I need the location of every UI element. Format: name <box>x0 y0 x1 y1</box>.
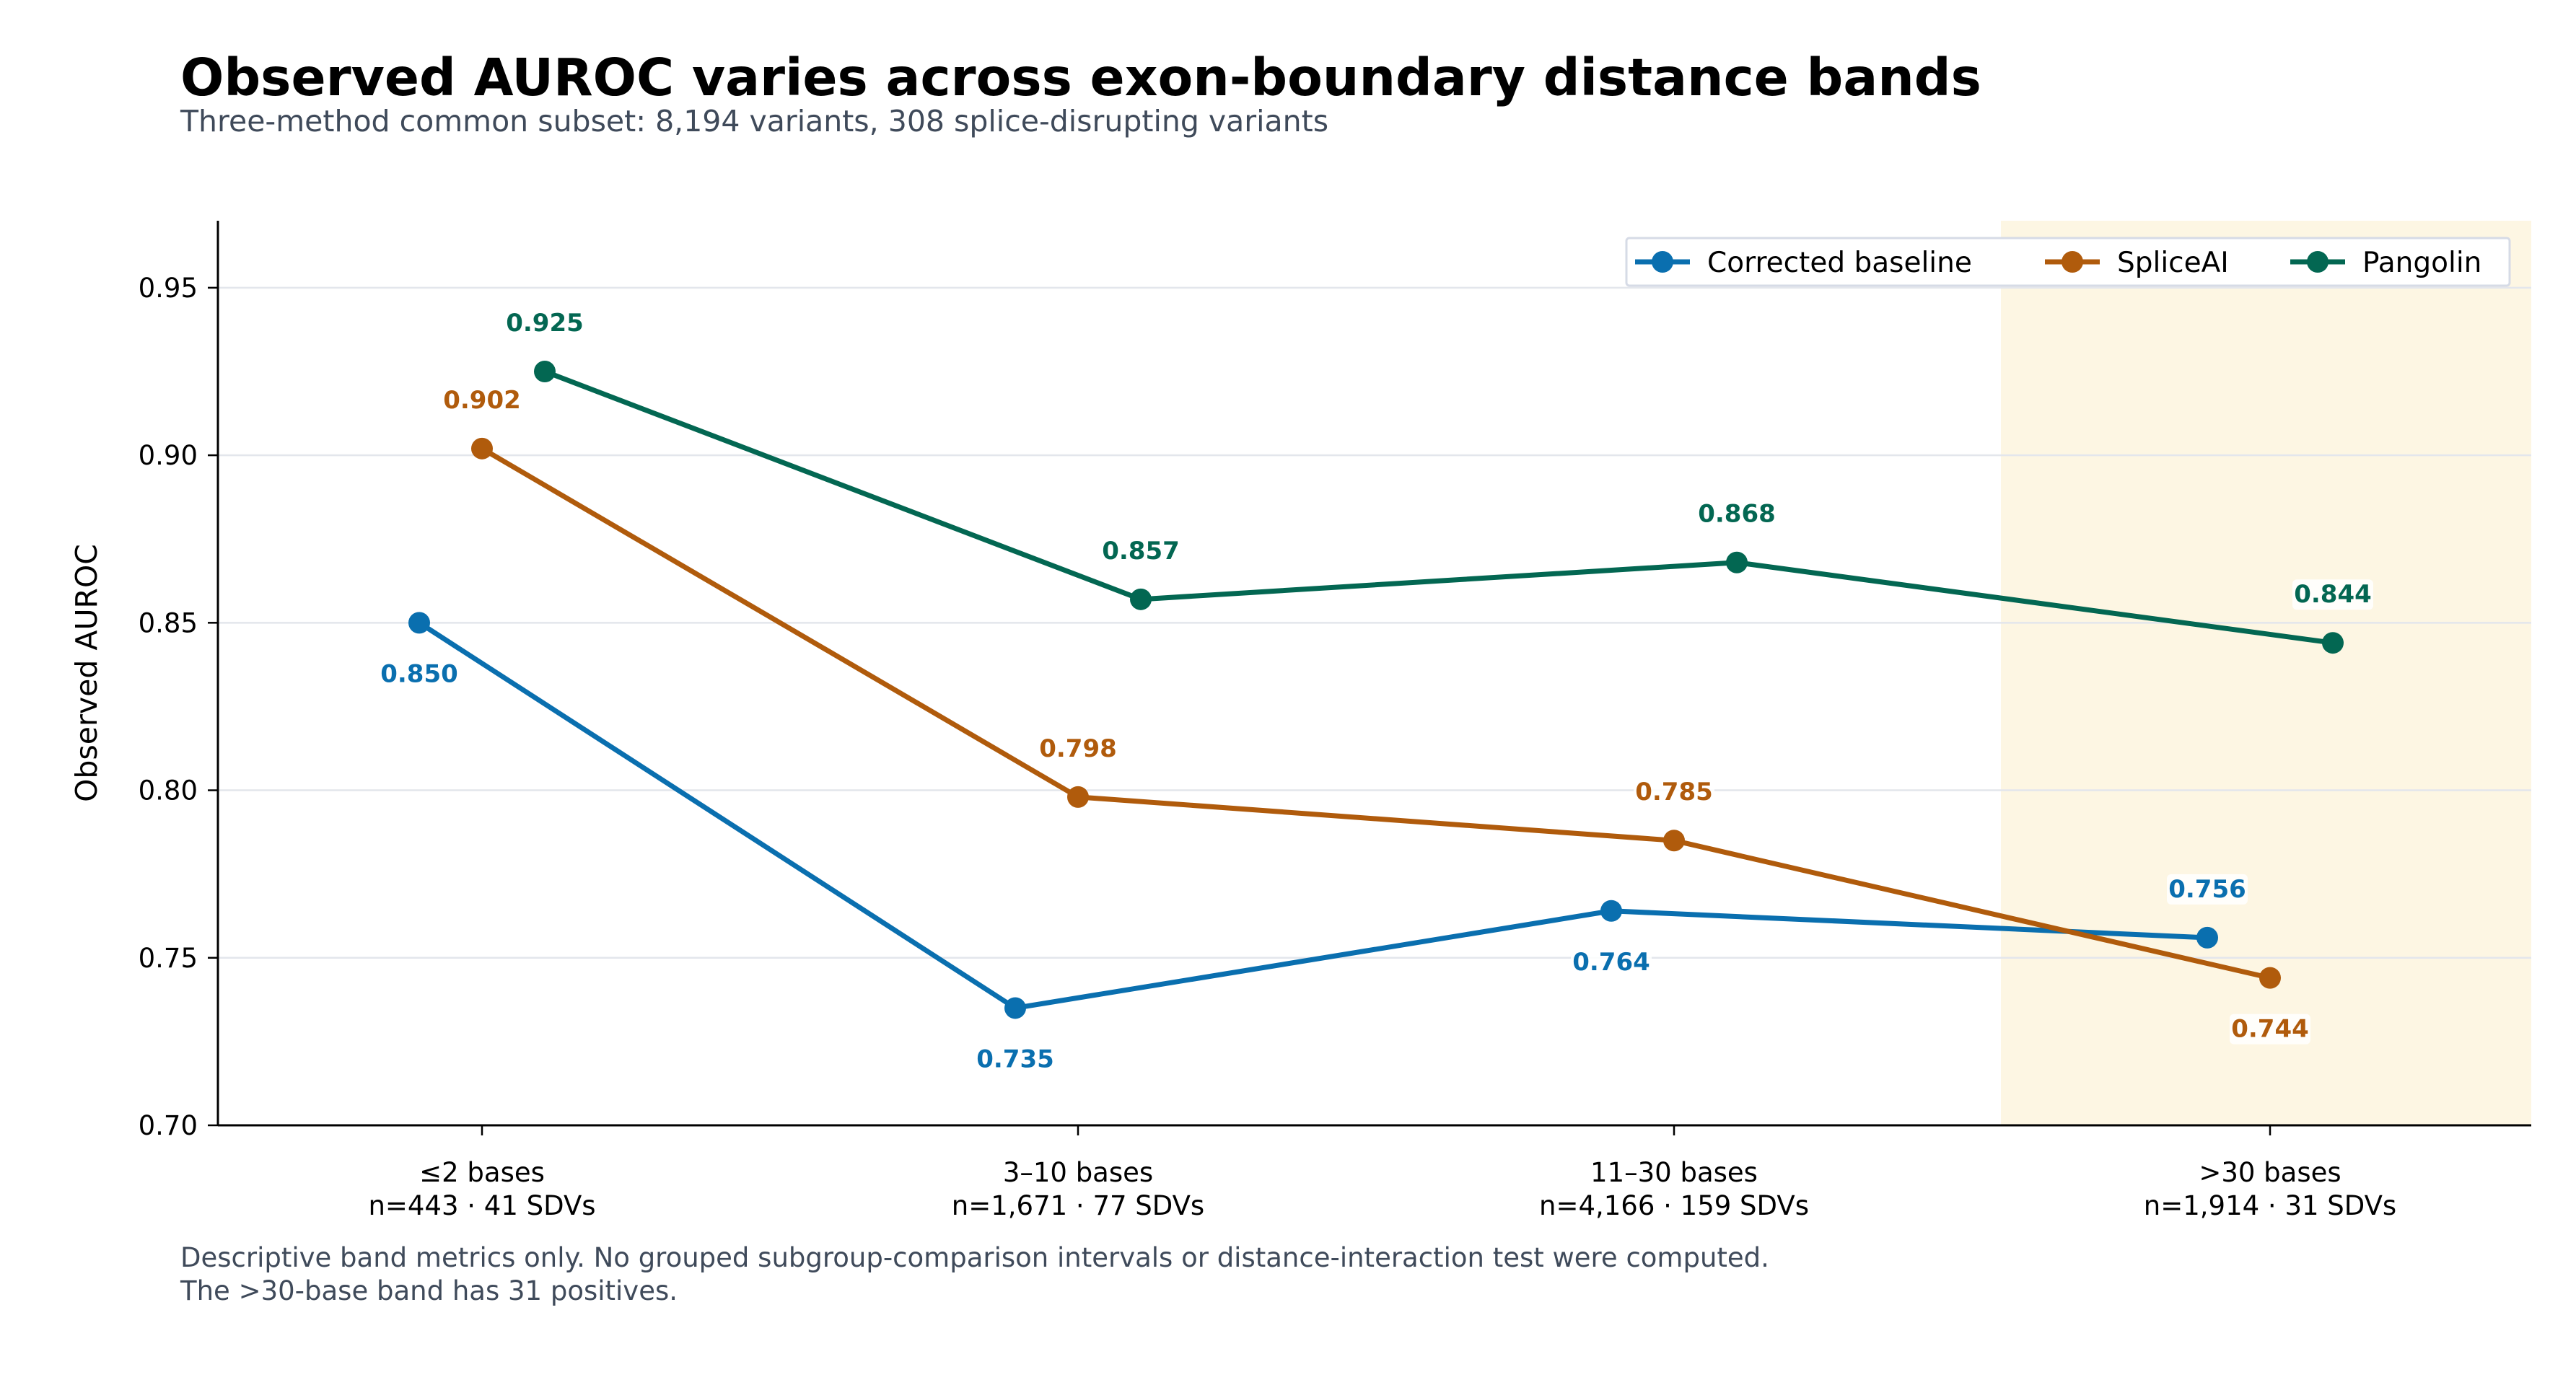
data-point <box>1067 786 1089 808</box>
data-label: 0.785 <box>1635 778 1713 806</box>
data-label: 0.868 <box>1698 500 1776 529</box>
legend-label: Pangolin <box>2362 247 2481 279</box>
data-label: 0.925 <box>506 309 584 338</box>
legend-entry-spliceai: SpliceAI <box>2045 247 2229 279</box>
highlight-band <box>2001 221 2531 1125</box>
x-tick-sublabel: n=1,671 · 77 SDVs <box>952 1190 1204 1221</box>
x-tick-label: 3–10 bases <box>1003 1157 1153 1188</box>
legend-entry-corrected-baseline: Corrected baseline <box>1635 247 1972 279</box>
legend-label: SpliceAI <box>2117 247 2229 279</box>
data-point <box>1130 588 1152 610</box>
data-label: 0.857 <box>1102 537 1180 566</box>
data-label: 0.764 <box>1572 948 1650 977</box>
data-label: 0.798 <box>1039 734 1117 763</box>
y-tick-label: 0.80 <box>139 775 198 806</box>
data-point <box>471 437 493 460</box>
x-tick-label: >30 bases <box>2199 1157 2341 1188</box>
data-label-background <box>1634 777 1714 808</box>
data-point <box>534 361 556 382</box>
data-label: 0.902 <box>443 386 521 415</box>
data-label-background <box>1038 733 1118 764</box>
series-pangolin: 0.925 0.857 0.868 0.844 <box>504 308 2373 654</box>
y-tick-label: 0.95 <box>139 273 198 304</box>
x-tick-sublabel: n=1,914 · 31 SDVs <box>2144 1190 2396 1221</box>
chart-title: Observed AUROC varies across exon-bounda… <box>180 48 1981 107</box>
data-label-background <box>379 659 460 690</box>
data-label-background <box>1696 498 1777 529</box>
legend-marker <box>2062 251 2083 273</box>
x-tick-sublabel: n=443 · 41 SDVs <box>368 1190 595 1221</box>
y-axis-title: Observed AUROC <box>69 544 104 802</box>
y-tick-label: 0.75 <box>139 943 198 974</box>
footnote-line-2: The >30-base band has 31 positives. <box>180 1275 678 1306</box>
data-point <box>1663 830 1685 852</box>
data-point <box>408 612 430 634</box>
data-label: 0.844 <box>2294 580 2372 609</box>
legend-marker <box>1652 251 1673 273</box>
data-label-background <box>975 1044 1056 1075</box>
data-point <box>1004 997 1026 1019</box>
y-tick-label: 0.70 <box>139 1110 198 1141</box>
data-label-background <box>2292 579 2373 610</box>
data-label-background <box>1571 946 1652 977</box>
plot-area: 0.70 0.75 0.80 0.85 0.90 0.95 Observed AUROC ≤2… <box>69 221 2531 1221</box>
data-point <box>1600 900 1622 922</box>
data-label: 0.850 <box>380 659 458 688</box>
footnote-line-1: Descriptive band metrics only. No groupe… <box>180 1242 1769 1273</box>
series-line <box>543 369 2334 646</box>
data-label: 0.744 <box>2231 1015 2309 1044</box>
legend: Corrected baseline SpliceAI Pangolin <box>1625 237 2511 287</box>
legend-entry-pangolin: Pangolin <box>2290 247 2481 279</box>
data-point <box>2196 926 2218 949</box>
legend-label: Corrected baseline <box>1707 247 1972 279</box>
data-label-background <box>442 384 522 416</box>
legend-marker <box>2307 251 2329 273</box>
x-tick-label: ≤2 bases <box>419 1157 545 1188</box>
data-label: 0.756 <box>2168 875 2246 904</box>
data-point <box>1726 551 1748 573</box>
data-label-background <box>2167 874 2248 905</box>
data-label-background <box>2230 1014 2310 1045</box>
data-label-background <box>1100 535 1181 566</box>
series-line <box>418 620 2208 1011</box>
y-tick-label: 0.85 <box>139 607 198 638</box>
series-line <box>481 446 2271 981</box>
data-label-background <box>504 308 585 338</box>
data-point <box>2259 967 2281 989</box>
data-label: 0.735 <box>976 1045 1054 1073</box>
series-corrected-baseline: 0.850 0.735 0.764 0.756 <box>379 612 2248 1075</box>
series-spliceai: 0.902 0.798 0.785 0.744 <box>442 384 2310 1045</box>
chart-subtitle: Three-method common subset: 8,194 varian… <box>180 104 1328 138</box>
data-point <box>2322 632 2344 654</box>
x-tick-sublabel: n=4,166 · 159 SDVs <box>1539 1190 1809 1221</box>
y-tick-label: 0.90 <box>139 440 198 471</box>
x-tick-label: 11–30 bases <box>1590 1157 1758 1188</box>
